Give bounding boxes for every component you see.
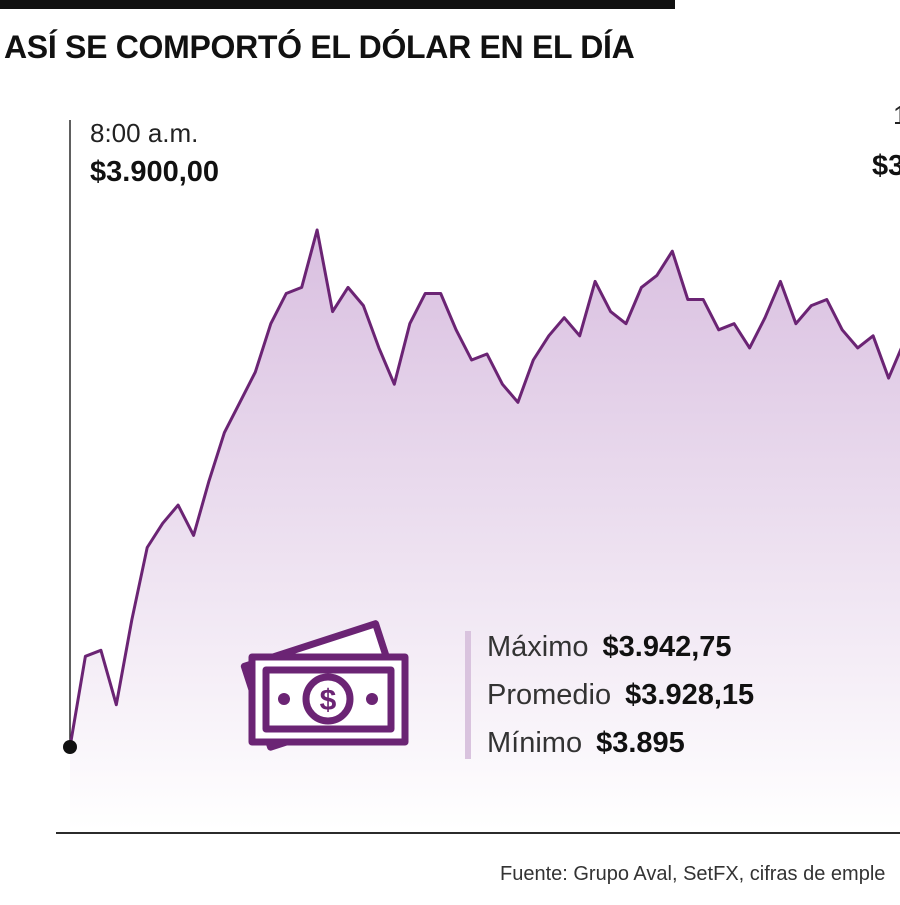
source-note: Fuente: Grupo Aval, SetFX, cifras de emp… xyxy=(500,863,886,885)
data-point-8:25 xyxy=(146,546,149,549)
data-point-11:20 xyxy=(686,298,689,301)
data-point-10:00 xyxy=(439,292,442,295)
data-point-10:05 xyxy=(454,328,458,331)
data-point-8:20 xyxy=(130,618,133,622)
data-point-11:35 xyxy=(732,322,736,325)
bottom-rule xyxy=(56,832,900,834)
data-point-9:30 xyxy=(346,286,350,289)
dollar-coin-icon: $ xyxy=(302,673,354,725)
open-time-label: 8:00 a.m. xyxy=(90,118,199,148)
data-point-9:50 xyxy=(408,322,411,325)
data-point-9:25 xyxy=(331,310,334,313)
data-point-10:55 xyxy=(609,310,612,313)
data-point-9:00 xyxy=(254,370,257,374)
top-rule xyxy=(0,0,675,9)
data-point-10:20 xyxy=(501,383,504,386)
stats-accent-bar xyxy=(465,631,471,759)
data-point-8:10 xyxy=(99,649,103,652)
data-point-12:20 xyxy=(871,334,875,337)
stat-min: Mínimo $3.895 xyxy=(487,727,685,760)
data-point-10:40 xyxy=(563,316,566,319)
data-point-11:50 xyxy=(779,280,782,283)
data-point-8:30 xyxy=(161,522,164,525)
data-point-10:10 xyxy=(470,358,473,362)
data-point-12:05 xyxy=(825,298,828,301)
data-point-11:15 xyxy=(671,250,674,253)
stat-avg: Promedio $3.928,15 xyxy=(487,679,754,712)
data-point-12:15 xyxy=(856,346,859,350)
data-point-9:05 xyxy=(269,322,272,325)
data-point-10:50 xyxy=(593,280,597,283)
svg-text:$: $ xyxy=(320,684,337,717)
stat-min-value: $3.895 xyxy=(596,727,685,759)
stat-max-value: $3.942,75 xyxy=(602,631,732,663)
data-point-8:15 xyxy=(115,703,118,706)
money-bills-icon: $ xyxy=(240,620,409,751)
data-point-10:45 xyxy=(578,334,581,337)
data-point-9:10 xyxy=(285,292,288,295)
data-point-9:20 xyxy=(315,228,319,232)
data-point-9:40 xyxy=(377,346,381,350)
stat-max-label: Máximo xyxy=(487,631,589,663)
data-points xyxy=(68,228,890,749)
data-point-9:35 xyxy=(362,304,365,307)
data-point-8:50 xyxy=(223,431,226,434)
data-point-9:15 xyxy=(300,286,303,289)
data-point-10:25 xyxy=(516,401,520,404)
data-point-11:45 xyxy=(763,316,767,319)
stat-avg-value: $3.928,15 xyxy=(625,679,755,711)
data-point-8:05 xyxy=(84,655,87,658)
data-point-11:40 xyxy=(748,346,751,350)
open-price-label: $3.900,00 xyxy=(90,156,220,188)
close-price-label: $3 xyxy=(872,150,900,182)
data-point-12:00 xyxy=(810,304,813,307)
data-point-8:45 xyxy=(207,479,211,483)
data-point-9:45 xyxy=(393,383,396,386)
data-point-11:30 xyxy=(717,328,720,331)
data-point-11:10 xyxy=(655,274,659,277)
data-point-12:25 xyxy=(887,376,890,380)
data-point-11:00 xyxy=(624,322,628,325)
data-point-8:35 xyxy=(176,503,180,507)
data-point-10:15 xyxy=(485,352,489,356)
open-dot xyxy=(63,740,77,754)
stat-min-label: Mínimo xyxy=(487,727,583,759)
data-point-10:30 xyxy=(532,358,535,362)
data-point-11:05 xyxy=(640,286,643,289)
stat-max: Máximo $3.942,75 xyxy=(487,631,732,664)
data-point-11:55 xyxy=(794,322,798,325)
data-point-8:40 xyxy=(192,534,195,537)
stat-avg-label: Promedio xyxy=(487,679,612,711)
data-point-8:55 xyxy=(238,401,242,404)
data-point-11:25 xyxy=(702,298,705,301)
data-point-12:10 xyxy=(841,328,844,331)
close-time-label: 1 xyxy=(893,100,900,131)
data-point-9:55 xyxy=(424,292,427,295)
data-point-10:35 xyxy=(547,334,550,337)
chart-title: ASÍ SE COMPORTÓ EL DÓLAR EN EL DÍA xyxy=(4,29,635,65)
